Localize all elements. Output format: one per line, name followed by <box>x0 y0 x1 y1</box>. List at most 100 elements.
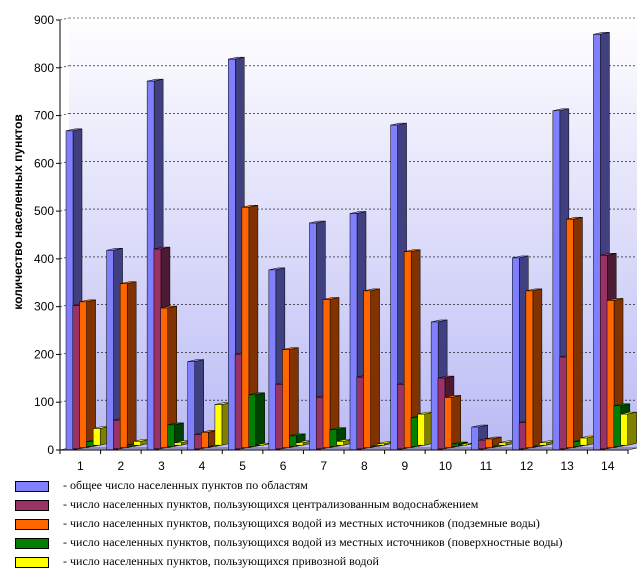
bar-front <box>289 435 297 447</box>
bar-front <box>282 349 290 448</box>
bar-front <box>451 443 459 447</box>
bar-front <box>113 419 121 450</box>
x-tick-label: 14 <box>601 459 615 473</box>
legend: - общее число населенных пунктов по обла… <box>12 478 637 573</box>
legend-item: - число населенных пунктов, пользующихся… <box>12 535 637 554</box>
bar-side <box>573 216 583 448</box>
x-tick-label: 13 <box>560 459 574 473</box>
bar-front <box>228 58 236 451</box>
bar-front <box>410 417 419 447</box>
bar-front <box>241 207 250 448</box>
x-tick-label: 9 <box>402 459 409 473</box>
bar-front <box>539 442 547 446</box>
bar-front <box>363 290 371 448</box>
x-tick-label: 1 <box>77 459 84 473</box>
bar-front <box>86 441 94 447</box>
gridline-depth <box>59 17 70 21</box>
bar-front <box>268 269 277 451</box>
bar-front <box>336 441 344 446</box>
bar-front <box>559 356 567 450</box>
bar-3-13 <box>566 216 583 448</box>
x-tick-label: 12 <box>520 459 534 473</box>
bar-3-6 <box>282 347 299 448</box>
y-tick-label: 500 <box>34 204 54 218</box>
bar-front <box>106 250 114 451</box>
gridline-depth <box>59 256 70 260</box>
bar-front <box>566 218 574 448</box>
bar-front <box>167 424 175 447</box>
legend-item: - число населенных пунктов, пользующихся… <box>12 497 637 516</box>
bar-front <box>485 438 493 448</box>
y-axis-title: количество населенных пунктов <box>11 114 25 310</box>
bar-side <box>289 347 299 448</box>
gridline-depth <box>59 65 70 69</box>
bar-front <box>275 384 283 450</box>
x-tick-label: 7 <box>320 459 327 473</box>
bar-front <box>397 384 405 450</box>
gridline-depth <box>59 304 70 307</box>
bar-front <box>92 428 101 446</box>
legend-item: - число населенных пунктов, пользующихся… <box>12 554 637 573</box>
x-tick-label: 11 <box>480 459 493 473</box>
legend-label: - число населенных пунктов, пользующихся… <box>63 497 479 511</box>
bar-5-6 <box>295 440 313 446</box>
bar-side <box>451 395 461 448</box>
bar-front <box>133 441 142 446</box>
bar-side <box>126 281 137 448</box>
bars <box>65 32 637 451</box>
bar-front <box>356 376 365 450</box>
bar-4-3 <box>167 422 184 447</box>
bar-3-8 <box>363 288 380 448</box>
bar-front <box>119 283 128 448</box>
bar-front <box>573 441 581 447</box>
bar-front <box>525 290 534 448</box>
y-tick-label: 300 <box>34 300 54 314</box>
bar-front <box>65 130 74 451</box>
bar-front <box>187 361 195 451</box>
bar-front <box>593 34 601 451</box>
y-tick-label: 700 <box>34 109 54 123</box>
y-axis: 0 100 200 300 400 500 600 700 800 900 <box>34 13 61 457</box>
bar-front <box>322 299 331 448</box>
bar-3-7 <box>322 297 340 448</box>
y-tick-label: 600 <box>34 156 54 170</box>
y-tick-label: 900 <box>34 13 54 27</box>
y-tick-label: 800 <box>34 61 54 75</box>
bar-front <box>512 257 520 451</box>
bar-5-14 <box>620 411 637 446</box>
bar-front <box>518 422 527 450</box>
gridline-depth <box>59 399 70 403</box>
bar-front <box>194 434 202 450</box>
y-tick-label: 0 <box>47 443 54 457</box>
x-tick-label: 4 <box>199 459 206 473</box>
bar-front <box>471 426 479 451</box>
bar-front <box>403 251 412 448</box>
legend-label: - число населенных пунктов, пользующихся… <box>63 554 379 568</box>
bar-front <box>248 394 256 447</box>
x-tick-label: 5 <box>239 459 246 473</box>
y-tick-label: 200 <box>34 347 54 361</box>
bar-front <box>498 442 507 446</box>
bar-front <box>146 80 155 451</box>
bar-front <box>329 429 338 447</box>
bar-front <box>579 437 588 446</box>
bar-front <box>613 405 622 447</box>
legend-swatch <box>15 557 49 568</box>
bar-front <box>620 413 628 446</box>
bar-side <box>370 288 380 448</box>
bar-front <box>349 213 358 451</box>
x-tick-label: 6 <box>280 459 287 473</box>
x-tick-label: 2 <box>118 459 125 473</box>
legend-label: - число населенных пунктов, пользующихся… <box>63 516 540 530</box>
bar-front <box>552 110 561 451</box>
legend-item: - общее число населенных пунктов по обла… <box>12 478 637 497</box>
gridline-depth <box>59 113 70 116</box>
bar-front <box>160 307 168 448</box>
bar-front <box>478 439 486 450</box>
bar-front <box>309 222 317 451</box>
bar-front <box>295 442 304 446</box>
bar-front <box>174 442 182 446</box>
bar-front <box>390 124 398 451</box>
bar-front <box>599 255 608 450</box>
